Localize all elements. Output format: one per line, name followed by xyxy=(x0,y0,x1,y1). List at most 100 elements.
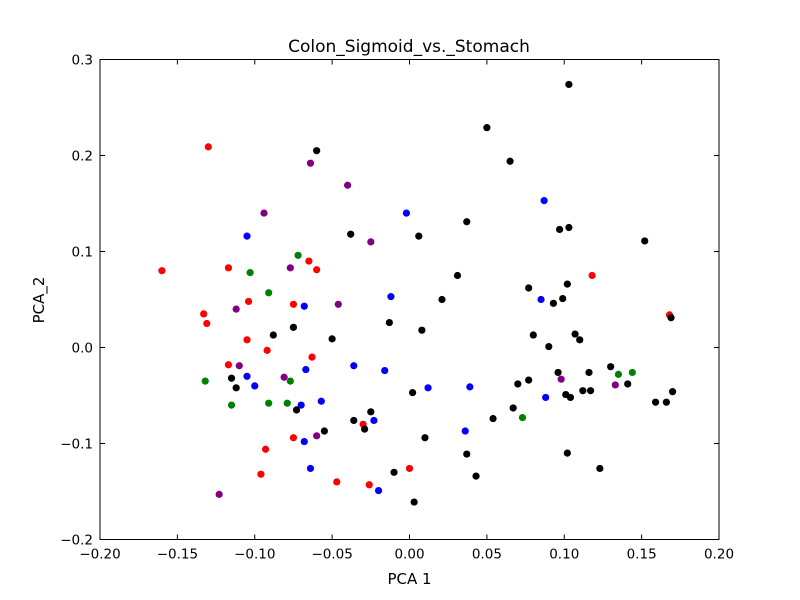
data-point xyxy=(232,384,240,392)
y-tick-label: 0.0 xyxy=(72,341,93,357)
data-point xyxy=(283,399,291,407)
data-point xyxy=(367,408,375,416)
data-point xyxy=(405,464,414,473)
x-tick-label: −0.10 xyxy=(234,547,275,563)
data-point xyxy=(611,381,619,389)
data-point xyxy=(614,370,623,378)
data-point xyxy=(667,314,675,322)
x-tick-label: −0.15 xyxy=(157,547,198,563)
data-point xyxy=(292,406,301,414)
data-point xyxy=(350,362,358,370)
y-tick-label: 0.2 xyxy=(72,149,93,165)
data-point xyxy=(261,445,270,453)
data-point xyxy=(563,449,571,457)
data-point xyxy=(607,363,615,371)
data-point xyxy=(483,124,491,132)
x-tick-label: 0.15 xyxy=(627,547,657,563)
data-point xyxy=(563,280,571,288)
data-point xyxy=(489,414,497,423)
data-point xyxy=(387,293,395,301)
data-point xyxy=(418,326,426,334)
data-point xyxy=(461,427,469,435)
data-point xyxy=(408,389,417,397)
data-point xyxy=(472,472,480,480)
data-point xyxy=(265,289,273,297)
y-tick-label: 0.3 xyxy=(72,53,93,69)
data-point xyxy=(624,380,632,388)
data-point xyxy=(565,80,573,89)
data-point xyxy=(344,181,352,189)
data-point xyxy=(302,365,310,374)
data-point xyxy=(286,377,294,385)
data-point xyxy=(438,295,446,304)
data-point xyxy=(305,257,313,265)
data-point xyxy=(224,361,233,369)
data-point xyxy=(557,375,565,383)
data-point xyxy=(313,266,321,274)
data-point xyxy=(525,376,533,384)
data-point xyxy=(556,225,564,234)
data-point xyxy=(402,209,411,217)
data-point xyxy=(571,330,579,338)
data-point xyxy=(361,425,369,433)
data-point xyxy=(453,271,462,280)
data-point xyxy=(334,300,342,308)
data-point xyxy=(576,336,584,344)
data-point xyxy=(641,237,649,245)
data-point xyxy=(280,373,288,381)
data-point xyxy=(289,323,298,331)
x-tick-label: 0.20 xyxy=(704,547,734,563)
data-point xyxy=(662,398,670,406)
data-point xyxy=(203,319,211,328)
data-point xyxy=(235,362,243,370)
data-point xyxy=(415,232,423,240)
data-point xyxy=(251,382,259,390)
x-tick-label: 0.05 xyxy=(472,547,502,563)
data-point xyxy=(243,232,251,240)
y-tick-label: 0.1 xyxy=(72,245,93,261)
data-point xyxy=(286,264,294,272)
data-point xyxy=(269,331,277,339)
data-point xyxy=(566,393,575,402)
data-point xyxy=(263,346,271,354)
data-point xyxy=(518,413,527,422)
y-tick-label: −0.1 xyxy=(60,437,93,453)
data-point xyxy=(365,481,373,489)
data-point xyxy=(243,336,251,344)
data-point xyxy=(306,159,315,167)
data-point xyxy=(260,209,268,217)
data-point xyxy=(525,284,533,292)
data-point xyxy=(246,269,254,277)
data-point xyxy=(204,143,212,151)
y-tick-label: −0.2 xyxy=(60,533,93,549)
data-point xyxy=(306,464,315,473)
data-point xyxy=(540,197,548,205)
data-points xyxy=(158,80,677,506)
data-point xyxy=(381,366,389,375)
data-point xyxy=(559,294,567,303)
data-point xyxy=(506,157,514,165)
data-point xyxy=(588,271,596,280)
data-point xyxy=(596,464,604,473)
data-point xyxy=(313,432,321,440)
data-point xyxy=(579,387,587,395)
data-point xyxy=(227,401,236,409)
data-point xyxy=(542,393,550,402)
y-axis-label: PCA_2 xyxy=(30,277,49,324)
data-point xyxy=(265,399,273,407)
data-point xyxy=(300,302,308,310)
data-point xyxy=(537,295,545,304)
data-point xyxy=(232,305,240,313)
data-point xyxy=(651,398,660,406)
data-point xyxy=(201,377,209,385)
data-point xyxy=(158,267,166,275)
data-point xyxy=(300,437,308,446)
data-point xyxy=(545,342,553,351)
data-point xyxy=(257,470,265,478)
data-point xyxy=(585,368,593,377)
data-point xyxy=(243,372,251,380)
data-point xyxy=(586,387,595,395)
data-point xyxy=(390,468,398,476)
data-point xyxy=(565,223,573,232)
data-point xyxy=(549,299,558,307)
